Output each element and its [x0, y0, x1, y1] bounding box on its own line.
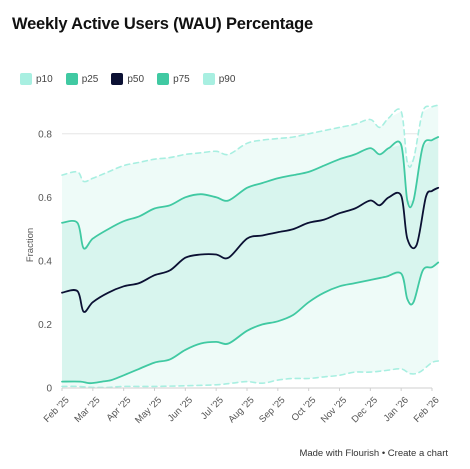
x-tick-label: Sep '25	[257, 395, 287, 425]
legend-label-p25: p25	[81, 73, 99, 85]
legend-swatch-p10	[20, 73, 32, 85]
x-tick-label: Oct '25	[289, 395, 318, 424]
chart-title: Weekly Active Users (WAU) Percentage	[12, 15, 313, 33]
legend-swatch-p25	[65, 73, 78, 85]
x-tick-label: Jul '25	[199, 395, 226, 422]
y-tick-label: 0.2	[38, 320, 52, 331]
legend-item-p25[interactable]: p25	[65, 73, 99, 85]
series-line-p10	[61, 360, 439, 389]
x-tick-label: Mar '25	[73, 395, 103, 425]
footer: Made with Flourish • Create a chart	[299, 448, 448, 459]
x-tick-label: Nov '25	[319, 395, 349, 425]
x-tick-label: Dec '25	[350, 395, 380, 425]
series-lines	[61, 104, 440, 389]
made-with-flourish-link[interactable]: Made with Flourish	[299, 448, 380, 459]
x-tick-label: Feb '25	[42, 395, 72, 425]
legend-swatch-p75	[157, 73, 170, 85]
series-line-p90	[61, 104, 439, 183]
x-tick-label: Apr '25	[104, 395, 133, 424]
legend-item-p50[interactable]: p50	[111, 73, 144, 85]
y-tick-label: 0.4	[38, 256, 52, 267]
legend: p10 p25 p50 p75 p90	[20, 72, 248, 86]
y-tick-label: 0	[46, 384, 52, 395]
legend-label-p50: p50	[127, 73, 145, 85]
legend-label-p10: p10	[36, 73, 53, 85]
band-p25-p75	[62, 137, 439, 384]
series-line-p25	[61, 261, 440, 385]
legend-item-p10[interactable]: p10	[20, 73, 53, 85]
footer-separator: •	[381, 448, 386, 459]
legend-swatch-p50	[111, 73, 124, 85]
x-tick-label: Aug '25	[226, 395, 256, 425]
x-tick-label: May '25	[133, 395, 164, 426]
percentile-bands	[62, 105, 439, 388]
legend-label-p75: p75	[173, 73, 190, 85]
create-chart-link[interactable]: Create a chart	[387, 448, 448, 459]
series-line-p50	[61, 186, 440, 313]
y-axis-title: Fraction	[25, 228, 36, 262]
legend-swatch-p90	[202, 73, 215, 85]
legend-label-p90: p90	[218, 73, 236, 85]
y-tick-label: 0.6	[38, 193, 52, 204]
legend-item-p90[interactable]: p90	[202, 73, 236, 85]
x-tick-label: Feb '26	[412, 395, 442, 425]
x-tick-label: Jan '26	[382, 395, 411, 424]
legend-item-p75[interactable]: p75	[157, 73, 190, 85]
series-line-p75	[61, 136, 440, 250]
x-tick-label: Jun '25	[166, 395, 195, 424]
y-tick-label: 0.8	[38, 129, 52, 140]
